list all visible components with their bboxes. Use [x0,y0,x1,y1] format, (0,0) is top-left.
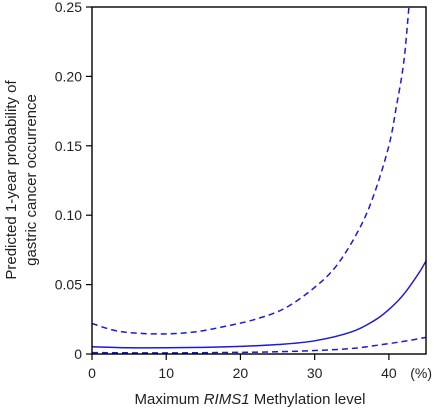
x-axis-label: Maximum RIMS1 Methylation level [135,391,366,408]
plot-frame [91,6,427,355]
y-tick-label: 0.05 [55,277,82,293]
x-tick-label: 0 [88,365,96,381]
y-axis-label-line-1: Predicted 1-year probability of [3,80,20,280]
x-tick-label: 30 [307,365,323,381]
x-unit-label: (%) [410,365,432,381]
upper-ci-curve [92,7,410,335]
fitted-curve [92,260,426,349]
y-tick-label: 0.10 [55,207,82,223]
y-tick-label: 0.15 [55,138,82,154]
y-tick-label: 0.25 [55,0,82,15]
y-axis-label-line-2: gastric cancer occurrence [23,94,40,266]
y-tick-label: 0 [74,346,82,362]
x-tick-label: 20 [233,365,249,381]
y-tick-label: 0.20 [55,68,82,84]
x-tick-label: 10 [158,365,174,381]
series-layer [92,7,426,354]
x-axis-ticks: 0 10 20 30 40 [88,354,397,381]
y-axis-label: Predicted 1-year probability of gastric … [3,80,40,280]
lower-ci-curve [92,336,426,354]
y-axis-ticks: 0 0.05 0.10 0.15 0.20 0.25 [55,0,92,362]
x-tick-label: 40 [381,365,397,381]
